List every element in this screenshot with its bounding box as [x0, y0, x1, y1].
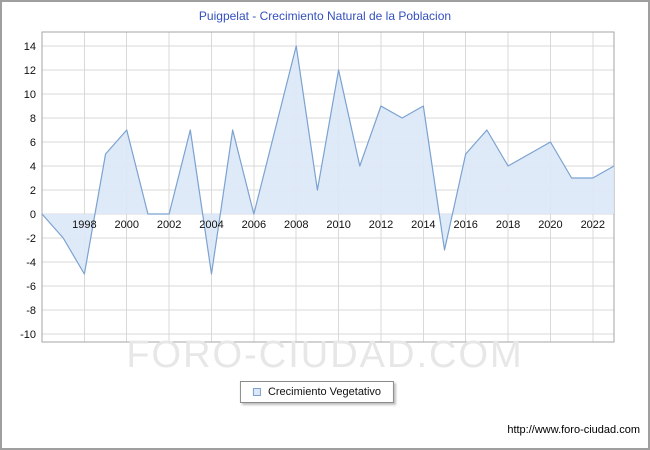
svg-text:12: 12 [24, 65, 36, 77]
svg-text:2: 2 [30, 185, 36, 197]
y-axis-labels: 14 12 10 8 6 4 2 0 -2 -4 -6 -8 -10 [20, 41, 36, 341]
svg-text:8: 8 [30, 113, 36, 125]
svg-text:2018: 2018 [496, 219, 520, 231]
svg-text:14: 14 [24, 41, 36, 53]
svg-text:6: 6 [30, 137, 36, 149]
series-line [41, 45, 615, 275]
svg-text:2020: 2020 [538, 219, 562, 231]
legend-label: Crecimiento Vegetativo [267, 386, 382, 398]
svg-text:-10: -10 [20, 329, 36, 341]
svg-text:-6: -6 [26, 281, 36, 293]
svg-text:-2: -2 [26, 233, 36, 245]
svg-text:-8: -8 [26, 305, 36, 317]
footer-url[interactable]: http://www.foro-ciudad.com [507, 424, 640, 436]
x-axis-labels: 1998 2000 2002 2004 2006 2008 2010 2012 2014 2016… [72, 219, 605, 231]
svg-text:-4: -4 [26, 257, 36, 269]
svg-text:2022: 2022 [581, 219, 605, 231]
chart-title: Puigpelat - Crecimiento Natural de la Po… [198, 9, 452, 23]
svg-text:2002: 2002 [157, 219, 181, 231]
series-area [42, 46, 614, 274]
svg-text:2008: 2008 [284, 219, 308, 231]
svg-text:2006: 2006 [242, 219, 266, 231]
svg-text:2004: 2004 [199, 219, 223, 231]
legend-swatch-icon [252, 388, 261, 396]
svg-text:2014: 2014 [411, 219, 435, 231]
svg-text:10: 10 [24, 89, 36, 101]
svg-text:2010: 2010 [326, 219, 350, 231]
svg-text:0: 0 [30, 209, 36, 221]
svg-text:2012: 2012 [369, 219, 393, 231]
svg-text:2016: 2016 [453, 219, 477, 231]
svg-text:2000: 2000 [114, 219, 138, 231]
chart-legend: Crecimiento Vegetativo [239, 381, 395, 403]
svg-text:4: 4 [30, 161, 36, 173]
svg-text:1998: 1998 [72, 219, 96, 231]
